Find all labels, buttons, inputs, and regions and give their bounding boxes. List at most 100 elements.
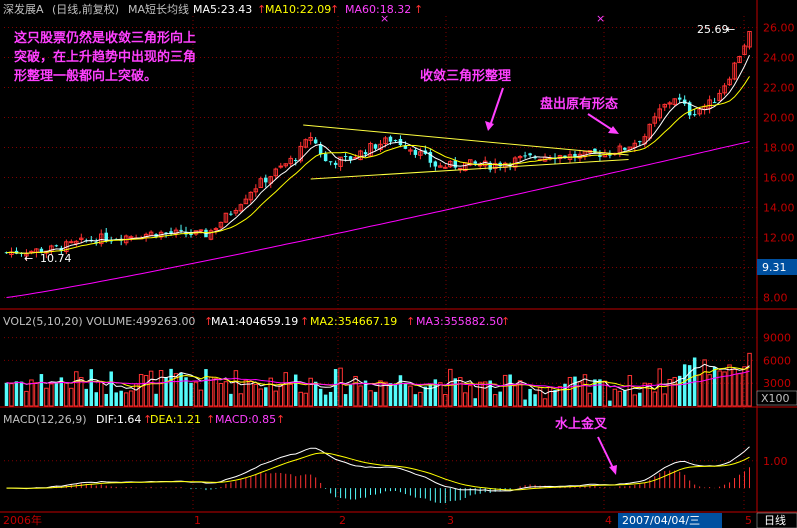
candle-body — [313, 139, 318, 144]
volume-bar — [577, 381, 583, 407]
ma60-line — [6, 141, 750, 298]
cursor-date: 2007/04/04/三 — [622, 514, 700, 527]
up-arrow-icon: ↑ — [257, 3, 266, 16]
volume-bar — [727, 364, 732, 407]
volume-bar — [582, 374, 588, 407]
volume-bar — [298, 391, 303, 407]
volume-bar — [343, 394, 348, 406]
candle-body — [223, 212, 229, 223]
candle-body — [742, 45, 747, 55]
low-price-label: 10.74 — [40, 252, 72, 265]
volume-bar — [508, 374, 512, 406]
volume-bar — [348, 384, 353, 406]
triangle-arrow-head — [485, 121, 494, 131]
candle-body — [39, 248, 44, 253]
volume-bar — [567, 376, 573, 407]
volume-bar — [318, 388, 323, 406]
volume-bar — [448, 368, 453, 407]
volume-ma1-line — [6, 363, 750, 395]
candle-body — [408, 149, 413, 152]
trendline — [310, 159, 629, 180]
volume-bar — [433, 379, 438, 406]
volume-bar — [388, 383, 393, 406]
ma5-line — [6, 54, 750, 254]
volume-bar — [682, 364, 687, 406]
volume-bar — [89, 369, 94, 406]
volume-bar — [29, 379, 34, 407]
volume-bar — [238, 393, 244, 407]
volume-bar — [747, 352, 752, 407]
ma-indicator-name: MA短长均线 — [128, 2, 189, 16]
volume-bar — [308, 377, 313, 407]
candle-body — [523, 155, 527, 157]
volume-bar — [273, 390, 279, 407]
volume-bar — [453, 378, 458, 406]
volume-bar — [687, 365, 692, 406]
volume-bar — [138, 373, 144, 407]
volume-bar — [148, 370, 154, 407]
volume-bar — [123, 392, 129, 407]
candle-body — [293, 160, 298, 162]
candle-body — [283, 163, 288, 167]
candle-body — [458, 167, 463, 170]
candle-body — [308, 136, 313, 141]
volume-bar — [512, 385, 518, 407]
ma5-value: MA5:23.43 — [193, 3, 252, 16]
volume-bar — [383, 381, 388, 407]
volume-bar — [84, 388, 89, 406]
volume-bar — [268, 377, 274, 407]
date-label-month: 5 — [745, 514, 752, 527]
low-arrow-icon: ← — [24, 252, 33, 265]
candle-body — [358, 150, 363, 161]
candle-body — [388, 136, 393, 142]
candle-body — [213, 228, 219, 231]
candle-body — [338, 156, 343, 167]
candle-body — [508, 164, 512, 166]
breakout-arrow — [587, 113, 615, 132]
date-label-month: 3 — [447, 514, 454, 527]
volume-bar — [169, 368, 173, 406]
volume-bar — [94, 392, 98, 406]
volume-bar — [143, 375, 149, 407]
volume-bar — [517, 380, 523, 407]
candle-body — [164, 232, 168, 234]
volume-bar — [702, 359, 707, 407]
volume-bar — [677, 375, 682, 406]
volume-bar — [283, 372, 288, 407]
candle-body — [492, 163, 498, 169]
volume-tick-label: 9000 — [763, 332, 791, 345]
volume-bar — [243, 379, 249, 407]
volume-bar — [533, 394, 537, 406]
volume-bar — [198, 389, 204, 407]
candle-body — [468, 159, 473, 166]
date-label-year: 2006年 — [3, 513, 42, 527]
volume-bar — [59, 377, 64, 406]
candle-body — [737, 55, 742, 64]
volume-bar — [638, 392, 642, 406]
price-tick-label: 12.00 — [763, 232, 795, 245]
period-tab[interactable] — [756, 512, 797, 528]
volume-tick-label: 3000 — [763, 377, 791, 390]
price-tick-label: 24.00 — [763, 52, 795, 65]
candle-body — [697, 108, 702, 115]
volume-bar — [418, 391, 423, 407]
volume-bar — [413, 394, 418, 406]
volume-bar — [408, 385, 413, 407]
candle-body — [488, 162, 492, 170]
volume-bar — [333, 369, 338, 406]
volume-bar — [438, 382, 443, 407]
candle-body — [717, 92, 722, 101]
volume-bar — [498, 391, 502, 406]
volume-bar — [598, 379, 602, 406]
candle-body — [54, 245, 59, 247]
volume-bar — [482, 381, 488, 407]
golden-cross-arrow-head — [609, 465, 617, 475]
candle-body — [303, 139, 308, 148]
period-label: (日线,前复权) — [52, 2, 119, 16]
period-tab-label[interactable]: 日线 — [764, 513, 786, 527]
note-line-1: 这只股票仍然是收敛三角形向上 — [14, 30, 196, 46]
volume-bar — [14, 381, 19, 406]
macd-dif: DIF:1.64 — [96, 413, 141, 426]
triangle-arrow — [489, 87, 504, 127]
candle-body — [4, 252, 9, 254]
